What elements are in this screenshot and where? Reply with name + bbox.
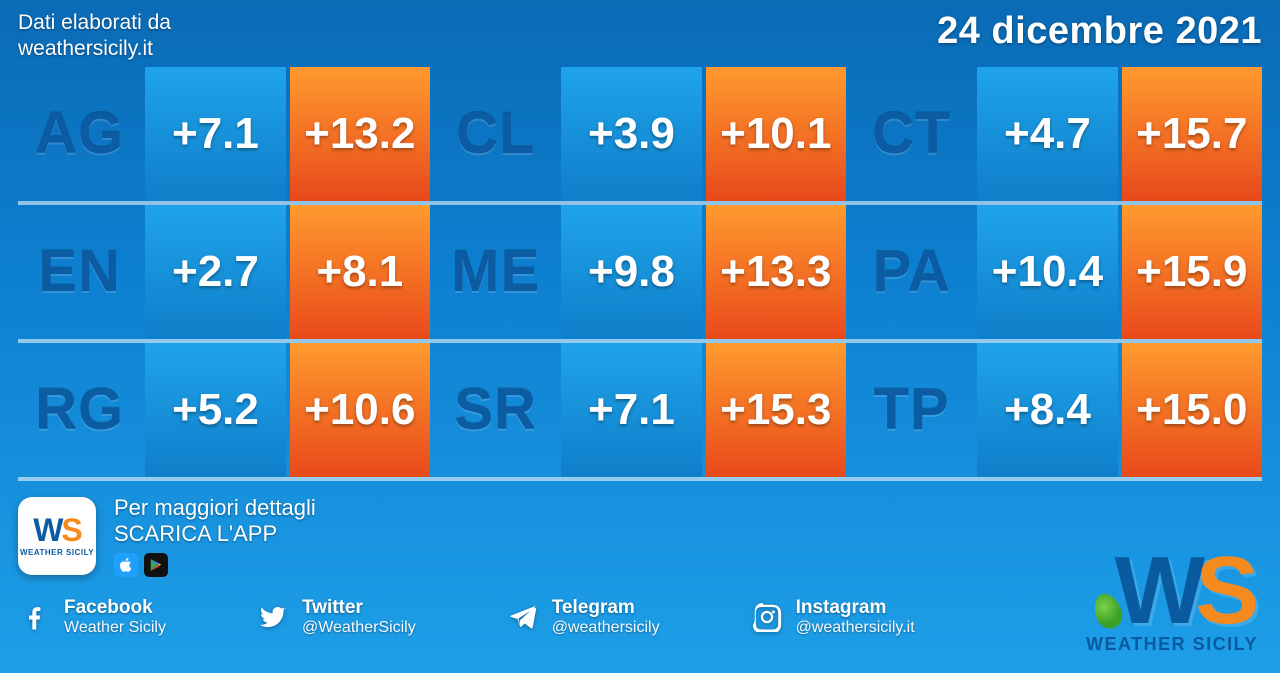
province-code: CL bbox=[434, 67, 557, 201]
social-handle: Weather Sicily bbox=[64, 619, 166, 637]
instagram-icon bbox=[750, 600, 784, 634]
temperature-grid: AG+7.1+13.2CL+3.9+10.1CT+4.7+15.7EN+2.7+… bbox=[0, 67, 1280, 481]
high-temp: +15.3 bbox=[706, 343, 846, 477]
social-name: Instagram bbox=[796, 597, 915, 619]
ws-logo-label: WEATHER SICILY bbox=[1086, 634, 1258, 655]
telegram-icon bbox=[506, 600, 540, 634]
store-icons bbox=[114, 553, 316, 577]
high-temp: +15.0 bbox=[1122, 343, 1262, 477]
ws-logo-corner: WS WEATHER SICILY bbox=[1086, 553, 1258, 655]
instagram-link[interactable]: Instagram@weathersicily.it bbox=[750, 597, 915, 637]
social-text: Instagram@weathersicily.it bbox=[796, 597, 915, 637]
high-temp: +10.6 bbox=[290, 343, 430, 477]
header: Dati elaborati da weathersicily.it 24 di… bbox=[0, 0, 1280, 67]
header-date: 24 dicembre 2021 bbox=[937, 10, 1262, 53]
facebook-link[interactable]: FacebookWeather Sicily bbox=[18, 597, 166, 637]
twitter-link[interactable]: Twitter@WeatherSicily bbox=[256, 597, 416, 637]
high-temp: +10.1 bbox=[706, 67, 846, 201]
social-name: Twitter bbox=[302, 597, 416, 619]
province-code: AG bbox=[18, 67, 141, 201]
high-temp: +13.3 bbox=[706, 205, 846, 339]
social-name: Facebook bbox=[64, 597, 166, 619]
province-code: SR bbox=[434, 343, 557, 477]
app-line1: Per maggiori dettagli bbox=[114, 495, 316, 521]
low-temp: +7.1 bbox=[145, 67, 285, 201]
header-source: Dati elaborati da weathersicily.it bbox=[18, 10, 171, 63]
social-text: FacebookWeather Sicily bbox=[64, 597, 166, 637]
table-row: EN+2.7+8.1ME+9.8+13.3PA+10.4+15.9 bbox=[18, 205, 1262, 343]
low-temp: +3.9 bbox=[561, 67, 701, 201]
ws-badge-text: WS bbox=[33, 514, 81, 546]
low-temp: +8.4 bbox=[977, 343, 1117, 477]
high-temp: +15.7 bbox=[1122, 67, 1262, 201]
social-text: Twitter@WeatherSicily bbox=[302, 597, 416, 637]
social-handle: @WeatherSicily bbox=[302, 619, 416, 637]
province-code: CT bbox=[850, 67, 973, 201]
app-line2: SCARICA L'APP bbox=[114, 521, 316, 547]
facebook-icon bbox=[18, 600, 52, 634]
low-temp: +7.1 bbox=[561, 343, 701, 477]
social-name: Telegram bbox=[552, 597, 660, 619]
high-temp: +13.2 bbox=[290, 67, 430, 201]
province-code: PA bbox=[850, 205, 973, 339]
province-code: EN bbox=[18, 205, 141, 339]
telegram-link[interactable]: Telegram@weathersicily bbox=[506, 597, 660, 637]
ws-badge-label: WEATHER SICILY bbox=[20, 548, 94, 557]
app-promo: WS WEATHER SICILY Per maggiori dettagli … bbox=[18, 495, 1262, 578]
low-temp: +4.7 bbox=[977, 67, 1117, 201]
province-code: TP bbox=[850, 343, 973, 477]
appstore-icon bbox=[114, 553, 138, 577]
social-links: FacebookWeather Sicily Twitter@WeatherSic… bbox=[18, 597, 1262, 637]
social-text: Telegram@weathersicily bbox=[552, 597, 660, 637]
ws-app-badge: WS WEATHER SICILY bbox=[18, 497, 96, 575]
social-handle: @weathersicily bbox=[552, 619, 660, 637]
app-text: Per maggiori dettagli SCARICA L'APP bbox=[114, 495, 316, 578]
province-code: ME bbox=[434, 205, 557, 339]
playstore-icon bbox=[144, 553, 168, 577]
high-temp: +8.1 bbox=[290, 205, 430, 339]
low-temp: +2.7 bbox=[145, 205, 285, 339]
high-temp: +15.9 bbox=[1122, 205, 1262, 339]
province-code: RG bbox=[18, 343, 141, 477]
low-temp: +5.2 bbox=[145, 343, 285, 477]
source-line1: Dati elaborati da bbox=[18, 10, 171, 36]
low-temp: +9.8 bbox=[561, 205, 701, 339]
table-row: AG+7.1+13.2CL+3.9+10.1CT+4.7+15.7 bbox=[18, 67, 1262, 205]
social-handle: @weathersicily.it bbox=[796, 619, 915, 637]
low-temp: +10.4 bbox=[977, 205, 1117, 339]
ws-logo-text: WS bbox=[1086, 553, 1258, 630]
source-line2: weathersicily.it bbox=[18, 36, 171, 62]
twitter-icon bbox=[256, 600, 290, 634]
table-row: RG+5.2+10.6SR+7.1+15.3TP+8.4+15.0 bbox=[18, 343, 1262, 481]
